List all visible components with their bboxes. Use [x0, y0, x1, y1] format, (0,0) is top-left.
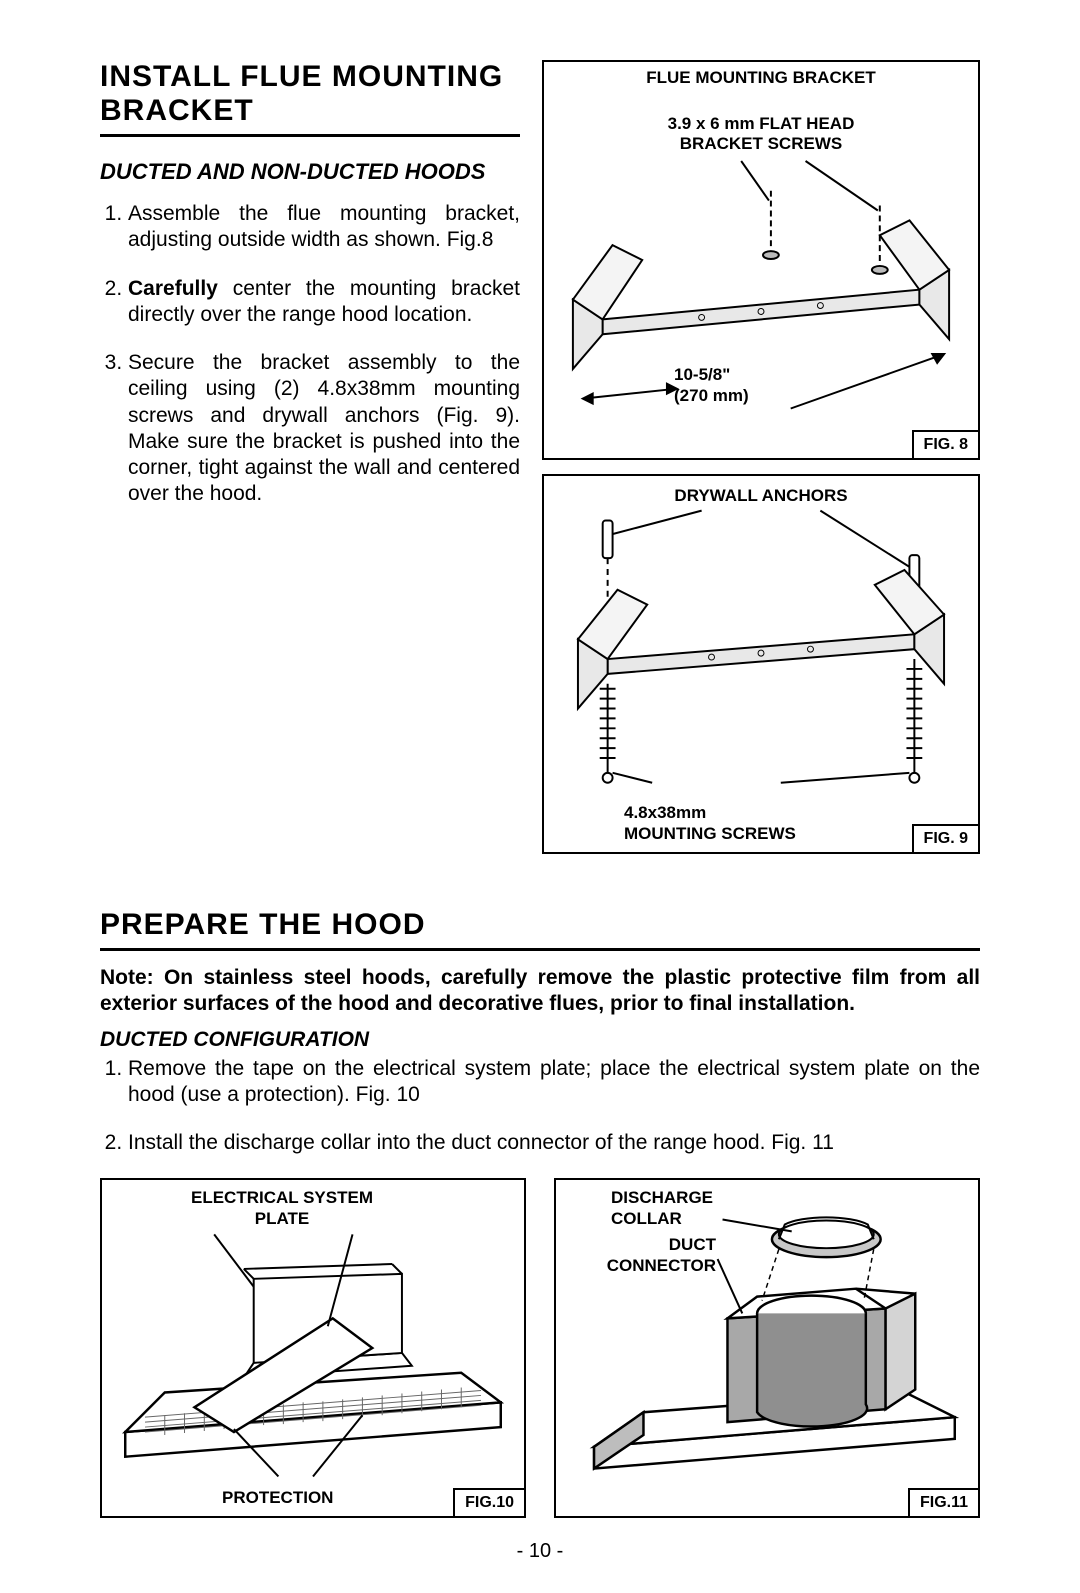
top-section: INSTALL FLUE MOUNTING BRACKET DUCTED AND…	[100, 60, 980, 868]
fig8-screws-l1: 3.9 x 6 mm FLAT HEAD	[668, 114, 855, 133]
fig11-connector-label: DUCT CONNECTOR	[596, 1235, 716, 1276]
fig11-svg	[556, 1180, 978, 1516]
fig8-screws-l2: BRACKET SCREWS	[680, 134, 842, 153]
prepare-step-1: Remove the tape on the electrical system…	[128, 1056, 980, 1109]
fig9-label: FIG. 9	[912, 824, 978, 852]
page: INSTALL FLUE MOUNTING BRACKET DUCTED AND…	[0, 0, 1080, 1593]
ducted-config-heading: DUCTED CONFIGURATION	[100, 1028, 980, 1052]
install-steps-list: Assemble the flue mounting bracket, adju…	[100, 201, 520, 508]
prepare-heading: PREPARE THE HOOD	[100, 908, 980, 942]
fig9-svg	[544, 476, 978, 852]
bottom-figures-row: ELECTRICAL SYSTEM PLATE	[100, 1178, 980, 1532]
figure-9: DRYWALL ANCHORS	[542, 474, 980, 854]
fig10-label: FIG.10	[453, 1488, 524, 1516]
figure-8: FLUE MOUNTING BRACKET 3.9 x 6 mm FLAT HE…	[542, 60, 980, 460]
step-3: Secure the bracket assembly to the ceili…	[128, 350, 520, 508]
prepare-step-2: Install the discharge collar into the du…	[128, 1130, 980, 1156]
fig10-protection-label: PROTECTION	[222, 1488, 333, 1508]
prepare-step-2-text: Install the discharge collar into the du…	[128, 1131, 834, 1154]
section-heading: INSTALL FLUE MOUNTING BRACKET	[100, 60, 520, 128]
figure-10: ELECTRICAL SYSTEM PLATE	[100, 1178, 526, 1518]
step-2-bold: Carefully	[128, 277, 218, 300]
fig11-collar-l1: DISCHARGE	[611, 1188, 713, 1207]
fig8-screws-label: 3.9 x 6 mm FLAT HEAD BRACKET SCREWS	[544, 114, 978, 155]
prepare-rule	[100, 948, 980, 951]
fig10-plate-label: ELECTRICAL SYSTEM PLATE	[152, 1188, 412, 1229]
prepare-step-1-text: Remove the tape on the electrical system…	[128, 1057, 980, 1106]
fig8-dim-mm: (270 mm)	[674, 386, 749, 405]
fig8-label: FIG. 8	[912, 430, 978, 458]
page-number: - 10 -	[100, 1540, 980, 1563]
prepare-note: Note: On stainless steel hoods, carefull…	[100, 965, 980, 1018]
fig10-plate-l1: ELECTRICAL SYSTEM	[191, 1188, 373, 1207]
fig10-svg	[102, 1180, 524, 1516]
right-column: FLUE MOUNTING BRACKET 3.9 x 6 mm FLAT HE…	[542, 60, 980, 868]
figure-11: DISCHARGE COLLAR DUCT CONNECTOR	[554, 1178, 980, 1518]
step-1-text: Assemble the flue mounting bracket, adju…	[128, 202, 520, 251]
fig10-plate-l2: PLATE	[255, 1209, 309, 1228]
fig9-screws-label: 4.8x38mm MOUNTING SCREWS	[624, 803, 796, 844]
prepare-steps-list: Remove the tape on the electrical system…	[100, 1056, 980, 1157]
fig11-collar-l2: COLLAR	[611, 1209, 682, 1228]
step-3-text: Secure the bracket assembly to the ceili…	[128, 351, 520, 505]
fig11-collar-label: DISCHARGE COLLAR	[611, 1188, 713, 1229]
fig9-screws-l2: MOUNTING SCREWS	[624, 824, 796, 843]
step-2: Carefully center the mounting bracket di…	[128, 276, 520, 329]
section-subheading: DUCTED AND NON-DUCTED HOODS	[100, 159, 520, 185]
fig8-dim-in: 10-5/8"	[674, 365, 730, 384]
fig11-connector-l1: DUCT	[669, 1235, 716, 1254]
step-1: Assemble the flue mounting bracket, adju…	[128, 201, 520, 254]
left-column: INSTALL FLUE MOUNTING BRACKET DUCTED AND…	[100, 60, 520, 868]
heading-rule	[100, 134, 520, 137]
fig11-label: FIG.11	[908, 1488, 978, 1516]
fig9-anchors-label: DRYWALL ANCHORS	[544, 486, 978, 506]
fig9-screws-l1: 4.8x38mm	[624, 803, 706, 822]
fig11-connector-l2: CONNECTOR	[607, 1256, 716, 1275]
fig8-dim: 10-5/8" (270 mm)	[674, 365, 749, 406]
fig8-title: FLUE MOUNTING BRACKET	[544, 68, 978, 88]
